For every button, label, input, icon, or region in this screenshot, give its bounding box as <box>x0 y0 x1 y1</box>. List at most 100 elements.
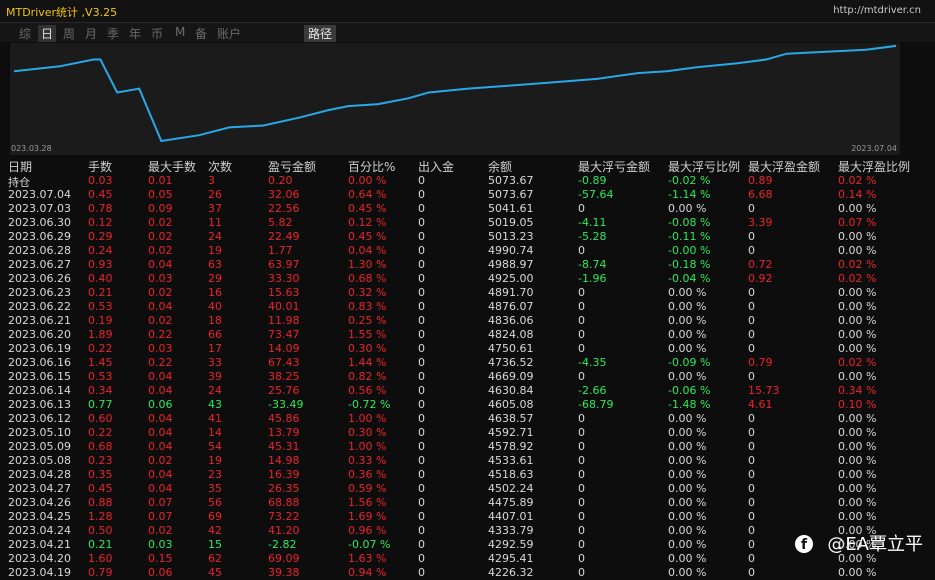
table-cell: 19 <box>208 244 222 257</box>
tab[interactable]: 季 <box>107 27 120 41</box>
table-cell: 0.00 % <box>838 468 877 481</box>
table-cell: 0 <box>418 496 425 509</box>
table-cell: 0.04 <box>148 384 173 397</box>
table-cell: 4592.71 <box>488 426 534 439</box>
tab[interactable]: 备 <box>195 27 208 41</box>
table-cell: 19 <box>208 454 222 467</box>
table-cell: 0.00 % <box>668 342 707 355</box>
table-cell: 0.00 % <box>838 244 877 257</box>
table-cell: 1.77 <box>268 244 293 257</box>
table-cell: -1.96 <box>578 272 607 285</box>
table-cell: 0 <box>748 538 755 551</box>
table-cell: -4.11 <box>578 216 607 229</box>
table-cell: 0 <box>418 188 425 201</box>
table-cell: 0 <box>578 454 585 467</box>
table-cell: 2023.06.14 <box>8 384 71 397</box>
path-button[interactable]: 路径 <box>304 25 337 42</box>
table-cell: 0.03 <box>148 342 173 355</box>
table-cell: 2023.06.27 <box>8 258 71 271</box>
table-cell: 1.30 % <box>348 258 387 271</box>
table-cell: -0.06 % <box>668 384 711 397</box>
column-header: 最大浮亏金额 <box>578 160 651 174</box>
tab[interactable]: 账户 <box>217 27 242 41</box>
table-cell: 0.35 <box>88 468 113 481</box>
table-cell: 0.22 <box>148 356 173 369</box>
tab[interactable]: 年 <box>129 27 142 41</box>
table-cell: 18 <box>208 314 222 327</box>
table-cell: 2023.06.23 <box>8 286 71 299</box>
table-cell: 0.02 <box>148 314 173 327</box>
table-cell: 0.00 % <box>838 314 877 327</box>
table-cell: 15.73 <box>748 384 780 397</box>
url-link[interactable]: http://mtdriver.cn <box>833 5 921 16</box>
table-cell: 0 <box>578 314 585 327</box>
table-cell: 16.39 <box>268 468 300 481</box>
table-cell: 14 <box>208 426 222 439</box>
table-cell: 0 <box>578 524 585 537</box>
table-cell: 0.00 % <box>668 454 707 467</box>
x-end-label: 2023.07.04 <box>851 144 897 153</box>
table-cell: 41.20 <box>268 524 300 537</box>
table-cell: 6.68 <box>748 188 773 201</box>
watermark: @EA覃立平 <box>827 534 923 555</box>
column-header: 最大浮盈比例 <box>838 160 911 174</box>
table-cell: 0.30 % <box>348 426 387 439</box>
table-cell: 0.50 <box>88 524 113 537</box>
table-cell: 0.02 <box>148 244 173 257</box>
table-cell: 0.24 <box>88 244 113 257</box>
tab[interactable]: M <box>175 25 186 39</box>
table-cell: 0.00 % <box>838 440 877 453</box>
table-cell: -0.72 % <box>348 398 391 411</box>
table-cell: 0.00 % <box>838 412 877 425</box>
tab[interactable]: 综 <box>19 27 32 41</box>
table-cell: 0.05 <box>148 188 173 201</box>
table-cell: 0 <box>748 342 755 355</box>
table-cell: 66 <box>208 328 222 341</box>
column-header: 盈亏金额 <box>268 160 317 174</box>
column-header: 次数 <box>208 160 233 174</box>
table-cell: 45.31 <box>268 440 300 453</box>
table-cell: 69.09 <box>268 552 300 565</box>
table-cell: 0.19 <box>88 314 113 327</box>
table-cell: 0 <box>418 566 425 579</box>
table-cell: 0.00 % <box>668 496 707 509</box>
table-cell: 0.03 <box>148 272 173 285</box>
watermark-icon: f <box>795 535 813 553</box>
table-cell: 4925.00 <box>488 272 534 285</box>
tab[interactable]: 日 <box>38 25 57 42</box>
table-cell: 4407.01 <box>488 510 534 523</box>
table-cell: 5.82 <box>268 216 293 229</box>
table-cell: 4578.92 <box>488 440 534 453</box>
table-cell: 0.00 % <box>668 202 707 215</box>
tab[interactable]: 月 <box>85 27 98 41</box>
table-cell: 0.00 % <box>668 314 707 327</box>
table-cell: 0.77 <box>88 398 113 411</box>
table-cell: 40.01 <box>268 300 300 313</box>
table-cell: 4518.63 <box>488 468 534 481</box>
table-cell: 0 <box>748 328 755 341</box>
tab[interactable]: 周 <box>63 27 76 41</box>
table-cell: 63 <box>208 258 222 271</box>
table-cell: 1.00 % <box>348 412 387 425</box>
table-cell: 1.69 % <box>348 510 387 523</box>
table-cell: 22.56 <box>268 202 300 215</box>
table-cell: 1.28 <box>88 510 113 523</box>
table-cell: 0.25 % <box>348 314 387 327</box>
table-cell: -0.18 % <box>668 258 711 271</box>
table-cell: 73.22 <box>268 510 300 523</box>
table-cell: 4638.57 <box>488 412 534 425</box>
table-cell: 4750.61 <box>488 342 534 355</box>
table-cell: 0.00 % <box>838 538 877 551</box>
table-cell: 4990.74 <box>488 244 534 257</box>
table-cell: -0.89 <box>578 174 607 187</box>
table-cell: 4669.09 <box>488 370 534 383</box>
table-cell: 0.15 <box>148 552 173 565</box>
tab[interactable]: 币 <box>151 27 164 41</box>
table-cell: 0.00 % <box>668 328 707 341</box>
table-cell: 0.00 % <box>838 328 877 341</box>
table-cell: 1.60 <box>88 552 113 565</box>
table-cell: 0.36 % <box>348 468 387 481</box>
table-cell: 0.03 <box>88 174 113 187</box>
table-cell: 0 <box>418 552 425 565</box>
